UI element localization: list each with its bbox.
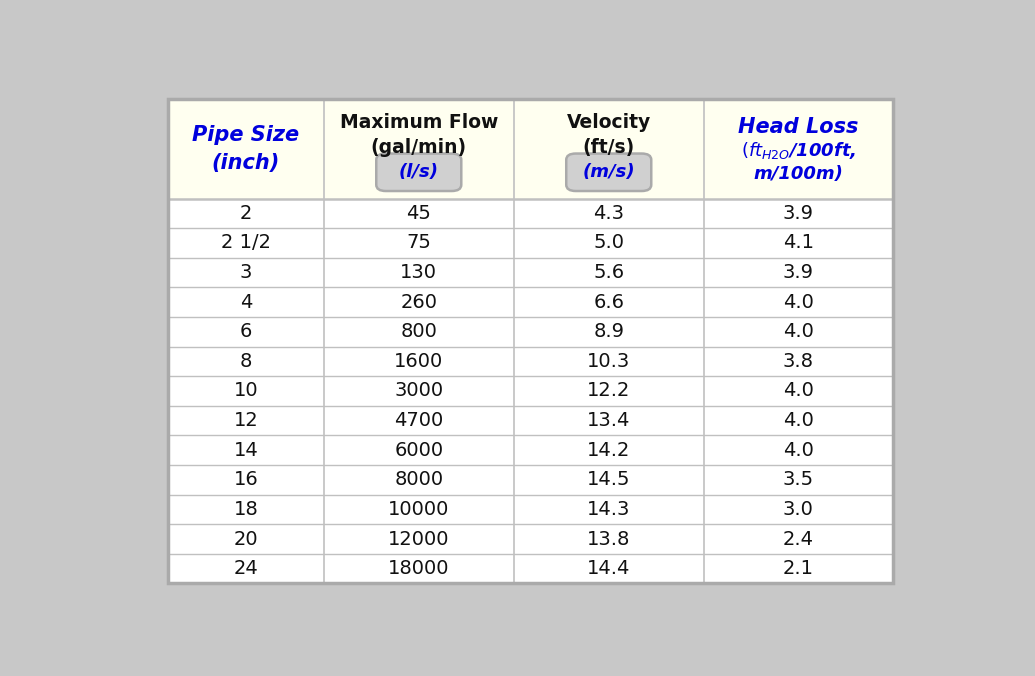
Text: 8000: 8000 [394, 470, 443, 489]
Bar [168, 99, 893, 199]
Text: 12.2: 12.2 [587, 381, 630, 400]
Text: 5.0: 5.0 [593, 233, 624, 252]
Text: Maximum Flow
(gal/min): Maximum Flow (gal/min) [339, 113, 498, 158]
Text: 3: 3 [240, 263, 252, 282]
Text: 3.5: 3.5 [782, 470, 814, 489]
Text: 75: 75 [407, 233, 432, 252]
Text: Pipe Size
(inch): Pipe Size (inch) [193, 125, 299, 173]
Text: 16: 16 [234, 470, 258, 489]
Text: 24: 24 [234, 559, 258, 578]
FancyBboxPatch shape [377, 153, 462, 191]
Text: 6.6: 6.6 [593, 293, 624, 312]
Text: 2.4: 2.4 [782, 529, 814, 548]
Text: (l/s): (l/s) [398, 164, 439, 181]
Text: 260: 260 [401, 293, 437, 312]
Text: 800: 800 [401, 322, 437, 341]
Text: 4.1: 4.1 [782, 233, 814, 252]
Text: 130: 130 [401, 263, 437, 282]
FancyBboxPatch shape [566, 153, 651, 191]
Text: (m/s): (m/s) [583, 164, 635, 181]
Text: 18: 18 [234, 500, 258, 519]
Text: 3.9: 3.9 [782, 263, 814, 282]
Text: 14.3: 14.3 [587, 500, 630, 519]
Text: 3.9: 3.9 [782, 204, 814, 223]
Text: 20: 20 [234, 529, 258, 548]
Text: 45: 45 [407, 204, 432, 223]
Text: 3000: 3000 [394, 381, 443, 400]
Text: 10: 10 [234, 381, 258, 400]
Text: 8.9: 8.9 [593, 322, 624, 341]
Text: 3.0: 3.0 [782, 500, 814, 519]
Text: 4.0: 4.0 [782, 411, 814, 430]
Text: 3.8: 3.8 [782, 352, 814, 371]
Text: 6: 6 [240, 322, 252, 341]
Text: 1600: 1600 [394, 352, 443, 371]
Text: 2.1: 2.1 [782, 559, 814, 578]
Text: 4.0: 4.0 [782, 441, 814, 460]
Text: 18000: 18000 [388, 559, 449, 578]
Text: 8: 8 [240, 352, 252, 371]
Text: $(ft_{H2O}$/100ft,: $(ft_{H2O}$/100ft, [741, 141, 856, 162]
Text: m/100m): m/100m) [753, 165, 844, 183]
Text: 10.3: 10.3 [587, 352, 630, 371]
Text: 6000: 6000 [394, 441, 443, 460]
Text: 4.0: 4.0 [782, 381, 814, 400]
Text: 4.0: 4.0 [782, 322, 814, 341]
Text: 14.2: 14.2 [587, 441, 630, 460]
Text: 4.3: 4.3 [593, 204, 624, 223]
Text: 2 1/2: 2 1/2 [220, 233, 271, 252]
Text: Head Loss: Head Loss [738, 117, 859, 137]
Text: 13.8: 13.8 [587, 529, 630, 548]
Text: 4700: 4700 [394, 411, 443, 430]
Text: 4.0: 4.0 [782, 293, 814, 312]
Text: 14.4: 14.4 [587, 559, 630, 578]
Text: 2: 2 [240, 204, 252, 223]
Text: 4: 4 [240, 293, 252, 312]
Text: 12000: 12000 [388, 529, 449, 548]
Text: 14: 14 [234, 441, 258, 460]
Text: 13.4: 13.4 [587, 411, 630, 430]
Text: 5.6: 5.6 [593, 263, 624, 282]
Text: 12: 12 [234, 411, 258, 430]
Text: 14.5: 14.5 [587, 470, 630, 489]
Text: Velocity
(ft/s): Velocity (ft/s) [566, 113, 651, 158]
Text: 10000: 10000 [388, 500, 449, 519]
